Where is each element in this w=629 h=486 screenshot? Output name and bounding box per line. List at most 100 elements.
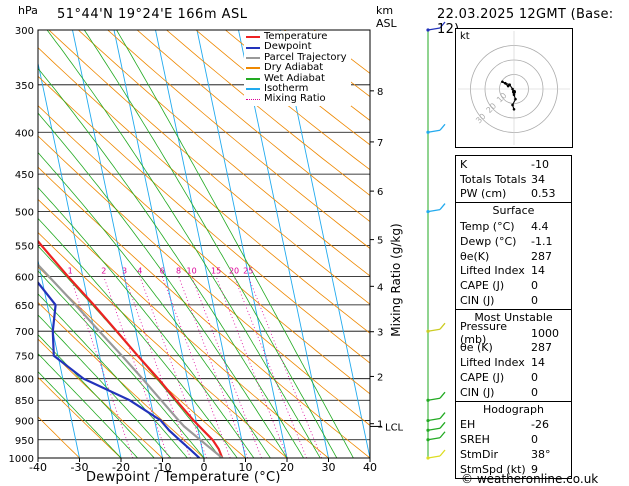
mixing-ratio-line	[103, 276, 169, 458]
indices-value: 0	[531, 294, 538, 308]
pressure-tick-label: 350	[15, 81, 34, 92]
pressure-tick-label: 900	[15, 417, 34, 428]
legend-swatch	[246, 99, 260, 101]
indices-row: Pressure (mb) 1000	[460, 320, 567, 346]
legend: Temperature Dewpoint Parcel Trajectory Dry …	[244, 31, 351, 106]
wind-barb-flag	[439, 391, 446, 399]
wind-barb	[427, 455, 441, 459]
mixing-ratio-line	[161, 276, 231, 458]
legend-swatch	[246, 57, 260, 60]
wind-barb-dot	[426, 209, 430, 214]
wind-barb-dot	[426, 438, 430, 442]
hodograph-point	[501, 80, 504, 84]
wind-barb-dot	[426, 130, 430, 134]
hodograph-point	[514, 97, 517, 101]
wet-adiabat-line	[116, 30, 354, 458]
dry-adiabat-line	[38, 198, 329, 458]
indices-row: Totals Totals 34	[460, 172, 567, 187]
dry-adiabat-line	[38, 47, 370, 334]
legend-swatch	[246, 46, 260, 49]
pressure-tick-label: 300	[15, 26, 34, 37]
wet-adiabat-line	[83, 30, 338, 458]
legend-label: Mixing Ratio	[264, 93, 326, 105]
isotherm-line	[38, 258, 80, 458]
wind-barb	[427, 27, 441, 31]
indices-value: 4.4	[531, 220, 549, 234]
indices-value: 0	[531, 385, 538, 399]
hodograph-point	[512, 108, 516, 111]
mixing-ratio-line	[124, 276, 191, 458]
wind-barb-dot	[426, 418, 430, 423]
dry-adiabat-line	[38, 166, 370, 458]
temperature-profile	[38, 239, 224, 458]
km-tick-label: 2	[377, 372, 383, 383]
isotherm-line	[72, 30, 163, 458]
dry-adiabat-line	[107, 30, 370, 249]
pressure-tick-label: 800	[15, 375, 34, 386]
wet-adiabat-line	[38, 334, 155, 458]
indices-value: 0	[531, 279, 538, 293]
x-tick-label: 40	[363, 461, 377, 474]
hodograph-ring-label: 20	[485, 101, 499, 115]
legend-label: Wet Adiabat	[264, 72, 325, 84]
x-tick-label: 0	[201, 461, 208, 474]
pressure-tick-label: 1000	[9, 454, 34, 465]
parcel-trajectory-profile	[38, 263, 223, 458]
indices-label: CIN (J)	[460, 294, 495, 308]
hodograph-ring-label: 30	[474, 112, 488, 126]
x-tick-label: -30	[71, 461, 89, 474]
pressure-tick-label: 550	[15, 241, 34, 252]
wet-adiabat-line	[38, 353, 138, 458]
indices-label: SREH	[460, 433, 490, 447]
wind-barb-flag	[439, 322, 446, 330]
wet-adiabat-line	[38, 186, 255, 458]
indices-row: Temp (°C) 4.4	[460, 219, 567, 234]
dry-adiabat-line	[166, 30, 370, 196]
indices-box: Surface Temp (°C) 4.4 Dewp (°C) -1.1 θe(K) 287…	[455, 202, 572, 310]
wind-barb-flag	[439, 431, 446, 439]
indices-box: Most Unstable Pressure (mb) 1000 θe (K) 287 L…	[455, 308, 572, 402]
wind-barb-dot	[426, 456, 430, 460]
indices-row: Lifted Index 14	[460, 355, 567, 370]
wind-barb-flag	[439, 412, 446, 419]
km-tick-label: 8	[377, 87, 383, 98]
wind-barb	[427, 328, 441, 332]
location-title: 51°44'N 19°24'E 166m ASL	[57, 7, 248, 22]
indices-label: CIN (J)	[460, 385, 495, 399]
mixing-ratio-label: 8	[176, 266, 181, 275]
pressure-tick-label: 600	[15, 272, 34, 283]
indices-label: Temp (°C)	[460, 220, 515, 234]
storm-motion-marker	[512, 89, 516, 94]
wet-adiabat-line	[38, 245, 221, 458]
pressure-tick-label: 400	[15, 128, 34, 139]
lcl-label: LCL	[385, 422, 404, 433]
indices-row: SREH 0	[460, 432, 567, 447]
x-tick-label: 20	[280, 461, 294, 474]
wet-adiabat-line	[38, 371, 122, 458]
x-axis-label: Dewpoint / Temperature (°C)	[86, 470, 281, 485]
hodograph-point	[511, 87, 514, 91]
indices-section-title: Surface	[492, 204, 535, 218]
indices-label: StmDir	[460, 448, 499, 462]
legend-label: Dry Adiabat	[264, 62, 324, 74]
wind-barb-dot	[426, 428, 430, 432]
dry-adiabat-line	[38, 105, 370, 395]
indices-value: 14	[531, 264, 545, 278]
legend-item: Dry Adiabat	[246, 62, 347, 74]
mixing-ratio-label: 25	[243, 266, 253, 275]
indices-row: PW (cm) 0.53	[460, 187, 567, 202]
indices-row: Dewp (°C) -1.1	[460, 234, 567, 249]
mixing-ratio-label: 15	[211, 266, 221, 275]
legend-label: Parcel Trajectory	[264, 51, 347, 63]
wet-adiabat-line	[46, 30, 321, 458]
asl-label: ASL	[376, 17, 397, 30]
mixing-ratio-line	[178, 276, 248, 458]
pressure-tick-label: 450	[15, 170, 34, 181]
indices-value: 0.53	[531, 187, 556, 201]
mixing-ratio-axis-label: Mixing Ratio (g/kg)	[389, 223, 403, 337]
mixing-ratio-label: 3	[122, 266, 127, 275]
indices-box: Hodograph EH -26 SREH 0 StmDir 38° StmSpd (kt) 9	[455, 400, 572, 479]
isotherm-line	[38, 61, 122, 458]
